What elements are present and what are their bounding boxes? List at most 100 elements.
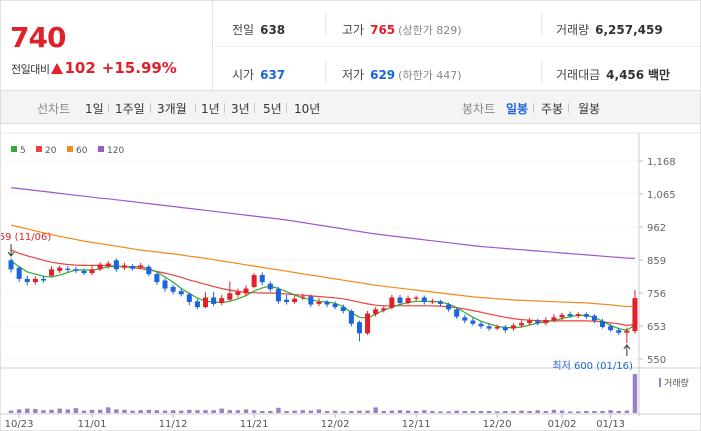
amount-value: 4,456 — [606, 68, 645, 82]
volume-bar — [8, 410, 14, 413]
volume-bar — [227, 410, 233, 413]
candle-body — [243, 288, 249, 294]
volume-bar — [154, 410, 160, 413]
candle-body — [510, 325, 516, 329]
candle-body — [227, 293, 233, 300]
volume-bar — [365, 410, 370, 413]
candle-body — [194, 301, 200, 308]
candle-body — [8, 260, 14, 270]
candle-body — [559, 314, 565, 318]
candle-body — [486, 326, 492, 329]
amount-unit: 백만 — [647, 68, 671, 82]
candle-body — [454, 309, 460, 317]
candle-body — [284, 299, 290, 302]
volume-bar — [308, 410, 314, 413]
candle-body — [186, 294, 192, 302]
candle-body — [65, 268, 71, 270]
change-label: 전일대비 — [11, 63, 50, 76]
tab-1w[interactable]: 1주일 — [115, 102, 145, 116]
tab-1y[interactable]: 1년 — [201, 102, 220, 116]
volume-bar — [332, 410, 338, 413]
moving-averages — [10, 187, 636, 331]
legend-swatch — [36, 146, 42, 152]
candle-body — [259, 275, 265, 283]
tab-weekly[interactable]: 주봉 — [541, 102, 564, 116]
candle-body — [121, 265, 127, 268]
volume-bar — [600, 410, 605, 413]
candle-body — [300, 296, 306, 298]
volume-bar — [33, 408, 38, 413]
candle-body — [203, 297, 209, 308]
candle-body — [624, 330, 630, 333]
volume-bar — [73, 408, 79, 413]
volume-bar — [130, 410, 135, 413]
candle-body — [267, 283, 273, 290]
x-axis: 10/23 11/01 11/12 11/21 12/02 12/11 12/20 01/02… — [5, 414, 625, 430]
candle-body — [49, 269, 55, 276]
change-percent: +15.99% — [101, 59, 177, 77]
volume-bar — [422, 410, 427, 413]
candle-body — [502, 326, 508, 331]
tab-3y[interactable]: 3년 — [231, 102, 250, 116]
y-tick-label: 653 — [647, 322, 666, 333]
volume-bar — [349, 410, 354, 413]
candle-body — [235, 291, 241, 295]
legend-swatch — [98, 146, 104, 152]
tab-monthly[interactable]: 월봉 — [578, 102, 601, 116]
volume-bar — [527, 410, 532, 413]
volume-bar — [203, 410, 208, 413]
amount-label: 거래대금 — [556, 68, 601, 82]
x-tick-label: 12/11 — [402, 419, 431, 430]
candle-body — [437, 301, 443, 304]
open-label: 시가 — [232, 68, 255, 82]
candle-body — [40, 278, 46, 281]
volume-bar — [138, 410, 143, 413]
legend: 5 20 60 120 — [11, 146, 124, 156]
ma20-line — [10, 249, 635, 327]
y-tick-label: 859 — [647, 256, 666, 267]
candles — [8, 258, 638, 343]
candle-body — [97, 264, 103, 270]
volume-bar — [284, 410, 289, 413]
volume-bar — [624, 410, 630, 413]
tab-5y[interactable]: 5년 — [263, 102, 282, 116]
candle-body — [162, 280, 168, 289]
candle-body — [567, 314, 573, 317]
tab-3m[interactable]: 3개월 — [157, 102, 187, 116]
volume-bar — [81, 410, 87, 413]
legend-label: 120 — [107, 146, 124, 156]
tab-10y[interactable]: 10년 — [294, 102, 321, 116]
candle-body — [527, 320, 533, 324]
volume-bar — [397, 410, 403, 413]
x-tick-label: 11/12 — [159, 419, 188, 430]
volume-bar — [276, 407, 281, 413]
candle-body — [316, 301, 322, 304]
volume-bars: 거래량 — [8, 374, 689, 413]
tab-divider — [568, 103, 569, 113]
tab-daily[interactable]: 일봉 — [506, 102, 529, 116]
volume-bar — [106, 407, 111, 413]
prev-close: 전일 638 — [232, 21, 285, 38]
candle-body — [478, 323, 484, 327]
col-divider — [325, 61, 326, 83]
candle-body — [348, 310, 354, 324]
tab-divider — [150, 103, 151, 113]
volume-bar — [65, 409, 70, 413]
candle-body — [413, 297, 419, 299]
volume-bar — [559, 410, 565, 413]
high-price: 고가 765 (상한가 829) — [342, 21, 462, 38]
tab-1d[interactable]: 1일 — [85, 102, 104, 116]
volume-bar — [430, 410, 435, 413]
legend-swatch — [11, 146, 17, 152]
volume-bar — [462, 410, 468, 413]
volume-bar — [494, 411, 500, 413]
y-tick-label: 1,065 — [647, 190, 676, 201]
volume-bar — [567, 411, 573, 413]
candle-body — [397, 297, 403, 303]
candle-body — [251, 275, 257, 287]
x-tick-label: 01/13 — [596, 419, 625, 430]
volume-bar — [316, 409, 322, 413]
volume-bar — [486, 410, 492, 413]
open-price: 시가 637 — [232, 66, 285, 83]
volume-bar — [470, 410, 476, 413]
